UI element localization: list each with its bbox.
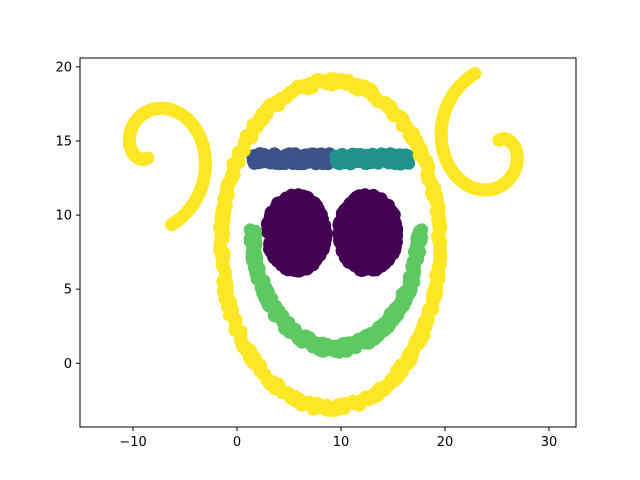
point-series-0 — [370, 250, 384, 264]
y-tick-label: 15 — [55, 134, 72, 149]
x-tick-label: −10 — [119, 435, 146, 450]
y-tick-label: 10 — [55, 209, 72, 224]
point-series-0 — [367, 203, 381, 216]
point-series-6 — [468, 67, 482, 81]
point-series-2 — [402, 156, 416, 170]
x-tick-label: 30 — [541, 435, 558, 450]
point-series-0 — [319, 232, 332, 246]
y-tick-label: 5 — [64, 283, 72, 298]
point-series-0 — [278, 199, 291, 213]
x-tick-label: 20 — [437, 435, 454, 450]
point-series-0 — [267, 245, 281, 259]
point-series-0 — [339, 211, 353, 225]
point-series-0 — [261, 223, 275, 236]
point-series-0 — [386, 247, 400, 261]
point-series-0 — [309, 231, 323, 245]
point-series-4 — [433, 241, 447, 255]
point-series-0 — [279, 261, 293, 275]
point-series-0 — [357, 197, 371, 211]
point-series-0 — [339, 221, 353, 235]
y-axis: 0 5 10 15 20 — [55, 60, 80, 372]
point-series-0 — [338, 251, 352, 264]
point-series-0 — [273, 222, 287, 236]
point-series-0 — [388, 222, 402, 236]
point-series-0 — [292, 213, 306, 227]
point-series-0 — [375, 228, 389, 242]
point-series-0 — [358, 211, 372, 225]
point-series-0 — [359, 229, 372, 243]
y-tick-label: 20 — [55, 60, 72, 75]
point-series-0 — [304, 209, 318, 223]
plot-frame — [79, 57, 577, 428]
point-series-0 — [294, 241, 308, 255]
point-series-0 — [292, 224, 306, 238]
point-series-5 — [165, 218, 179, 232]
data-points — [122, 67, 524, 417]
point-series-0 — [379, 210, 393, 224]
point-series-0 — [355, 242, 369, 256]
x-tick-label: 0 — [233, 435, 241, 450]
y-tick-label: 0 — [64, 357, 72, 372]
point-series-0 — [298, 262, 312, 276]
point-series-0 — [343, 196, 357, 210]
point-series-0 — [297, 193, 311, 206]
point-series-3 — [415, 223, 429, 237]
x-axis: −10 0 10 20 30 — [119, 427, 557, 450]
x-tick-label: 10 — [333, 435, 350, 450]
point-series-0 — [309, 253, 323, 267]
